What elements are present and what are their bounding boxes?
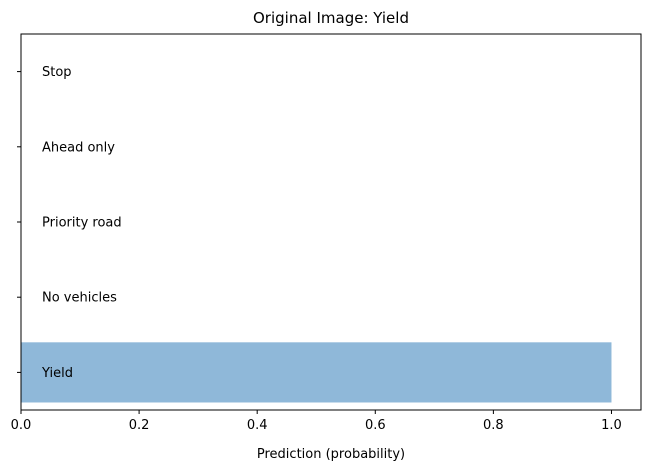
bars-layer — [21, 342, 612, 403]
bar-yield — [21, 342, 612, 403]
x-tick-label: 0.0 — [11, 418, 32, 433]
x-tick-label: 1.0 — [601, 418, 622, 433]
category-label: Ahead only — [42, 140, 115, 155]
category-labels-layer: Yield No vehicles Priority road Ahead only S… — [41, 65, 122, 381]
category-label: No vehicles — [42, 291, 117, 306]
category-label: Priority road — [42, 216, 122, 231]
x-tick-label: 0.8 — [483, 418, 504, 433]
x-tick-label: 0.2 — [129, 418, 150, 433]
x-axis-ticks-layer: 0.0 0.2 0.4 0.6 0.8 1.0 — [11, 410, 622, 433]
category-label: Yield — [41, 366, 73, 381]
x-tick-label: 0.4 — [247, 418, 268, 433]
x-tick-label: 0.6 — [365, 418, 386, 433]
chart-title: Original Image: Yield — [253, 9, 409, 27]
category-label: Stop — [42, 65, 72, 80]
x-axis-label: Prediction (probability) — [257, 447, 405, 462]
y-ticks-layer — [17, 71, 21, 373]
